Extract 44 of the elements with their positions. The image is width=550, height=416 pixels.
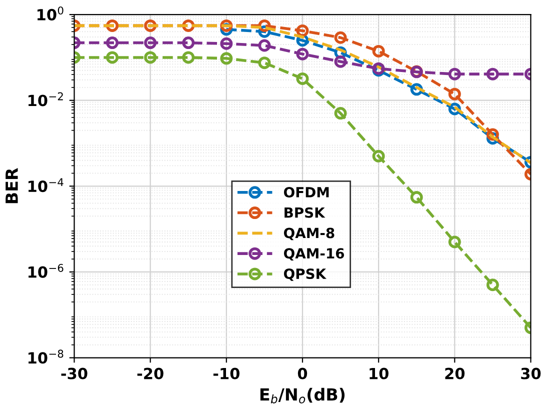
x-tick-label: 20 — [445, 368, 465, 380]
point — [410, 191, 423, 204]
point — [448, 236, 461, 248]
point — [106, 19, 119, 32]
x-tick-label: 0 — [298, 368, 308, 380]
point — [144, 19, 157, 32]
y-tick-label: 10$^{0}$ — [38, 6, 64, 20]
point — [486, 68, 499, 80]
y-tick-label: 10$^{−8}$ — [28, 350, 64, 364]
y-axis-title: BER — [6, 168, 18, 204]
point — [296, 48, 309, 60]
legend-label: OFDM — [284, 186, 329, 198]
x-tick-label: -30 — [61, 368, 88, 380]
point — [182, 36, 195, 50]
point — [334, 55, 347, 68]
point — [144, 51, 157, 64]
point — [372, 44, 385, 58]
y-tick-label: 10$^{−4}$ — [28, 178, 64, 192]
y-tick-label: 10$^{−2}$ — [28, 92, 63, 106]
point — [258, 39, 271, 52]
point — [220, 52, 233, 65]
point — [448, 88, 461, 100]
point — [486, 278, 499, 292]
point — [106, 36, 119, 50]
legend-label: BPSK — [284, 207, 326, 218]
point — [182, 51, 195, 64]
legend-label: QAM-16 — [284, 248, 344, 260]
point — [372, 150, 385, 162]
legend-label: QPSK — [284, 268, 326, 281]
point — [220, 37, 233, 50]
x-axis-title: E$_{b}$/N$_{o}$(dB) — [260, 388, 345, 404]
x-tick-label: -10 — [213, 368, 240, 380]
legend-label: QAM-8 — [284, 228, 334, 240]
point — [144, 36, 157, 50]
x-tick-label: 30 — [521, 368, 541, 380]
x-tick-label: -20 — [137, 368, 164, 380]
x-tick-label: 10 — [370, 368, 388, 380]
point — [258, 56, 271, 70]
y-tick-label: 10$^{−6}$ — [28, 264, 64, 278]
point — [296, 72, 309, 85]
point — [106, 51, 119, 64]
point — [334, 107, 347, 120]
point — [448, 68, 461, 80]
point — [334, 31, 347, 44]
